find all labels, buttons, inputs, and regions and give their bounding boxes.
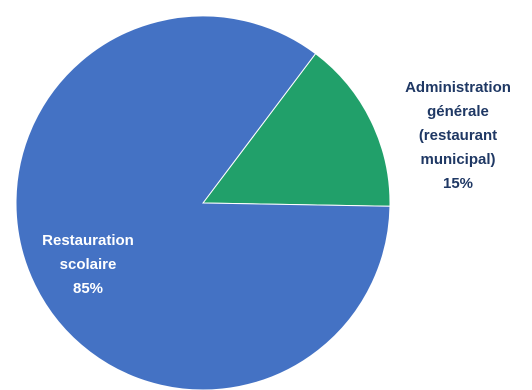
pie-label-line: Administration bbox=[405, 79, 511, 96]
pie-label-line: (restaurant bbox=[419, 127, 497, 144]
pie-label-0: Restauration scolaire 85% bbox=[42, 232, 134, 297]
pie-slice-0 bbox=[15, 15, 391, 390]
pie-slice-1 bbox=[202, 52, 391, 207]
pie-label-percent: 85% bbox=[73, 280, 103, 297]
pie-label-line: générale bbox=[427, 103, 489, 120]
pie-labels: Restauration scolaire 85% Administration gén… bbox=[42, 79, 511, 297]
pie-label-line: Restauration bbox=[42, 232, 134, 249]
pie-slices bbox=[15, 15, 391, 390]
pie-label-line: municipal) bbox=[420, 151, 495, 168]
pie-label-1: Administration générale (restaurant municip… bbox=[405, 79, 511, 192]
pie-label-line: scolaire bbox=[60, 256, 117, 273]
pie-label-percent: 15% bbox=[443, 175, 473, 192]
